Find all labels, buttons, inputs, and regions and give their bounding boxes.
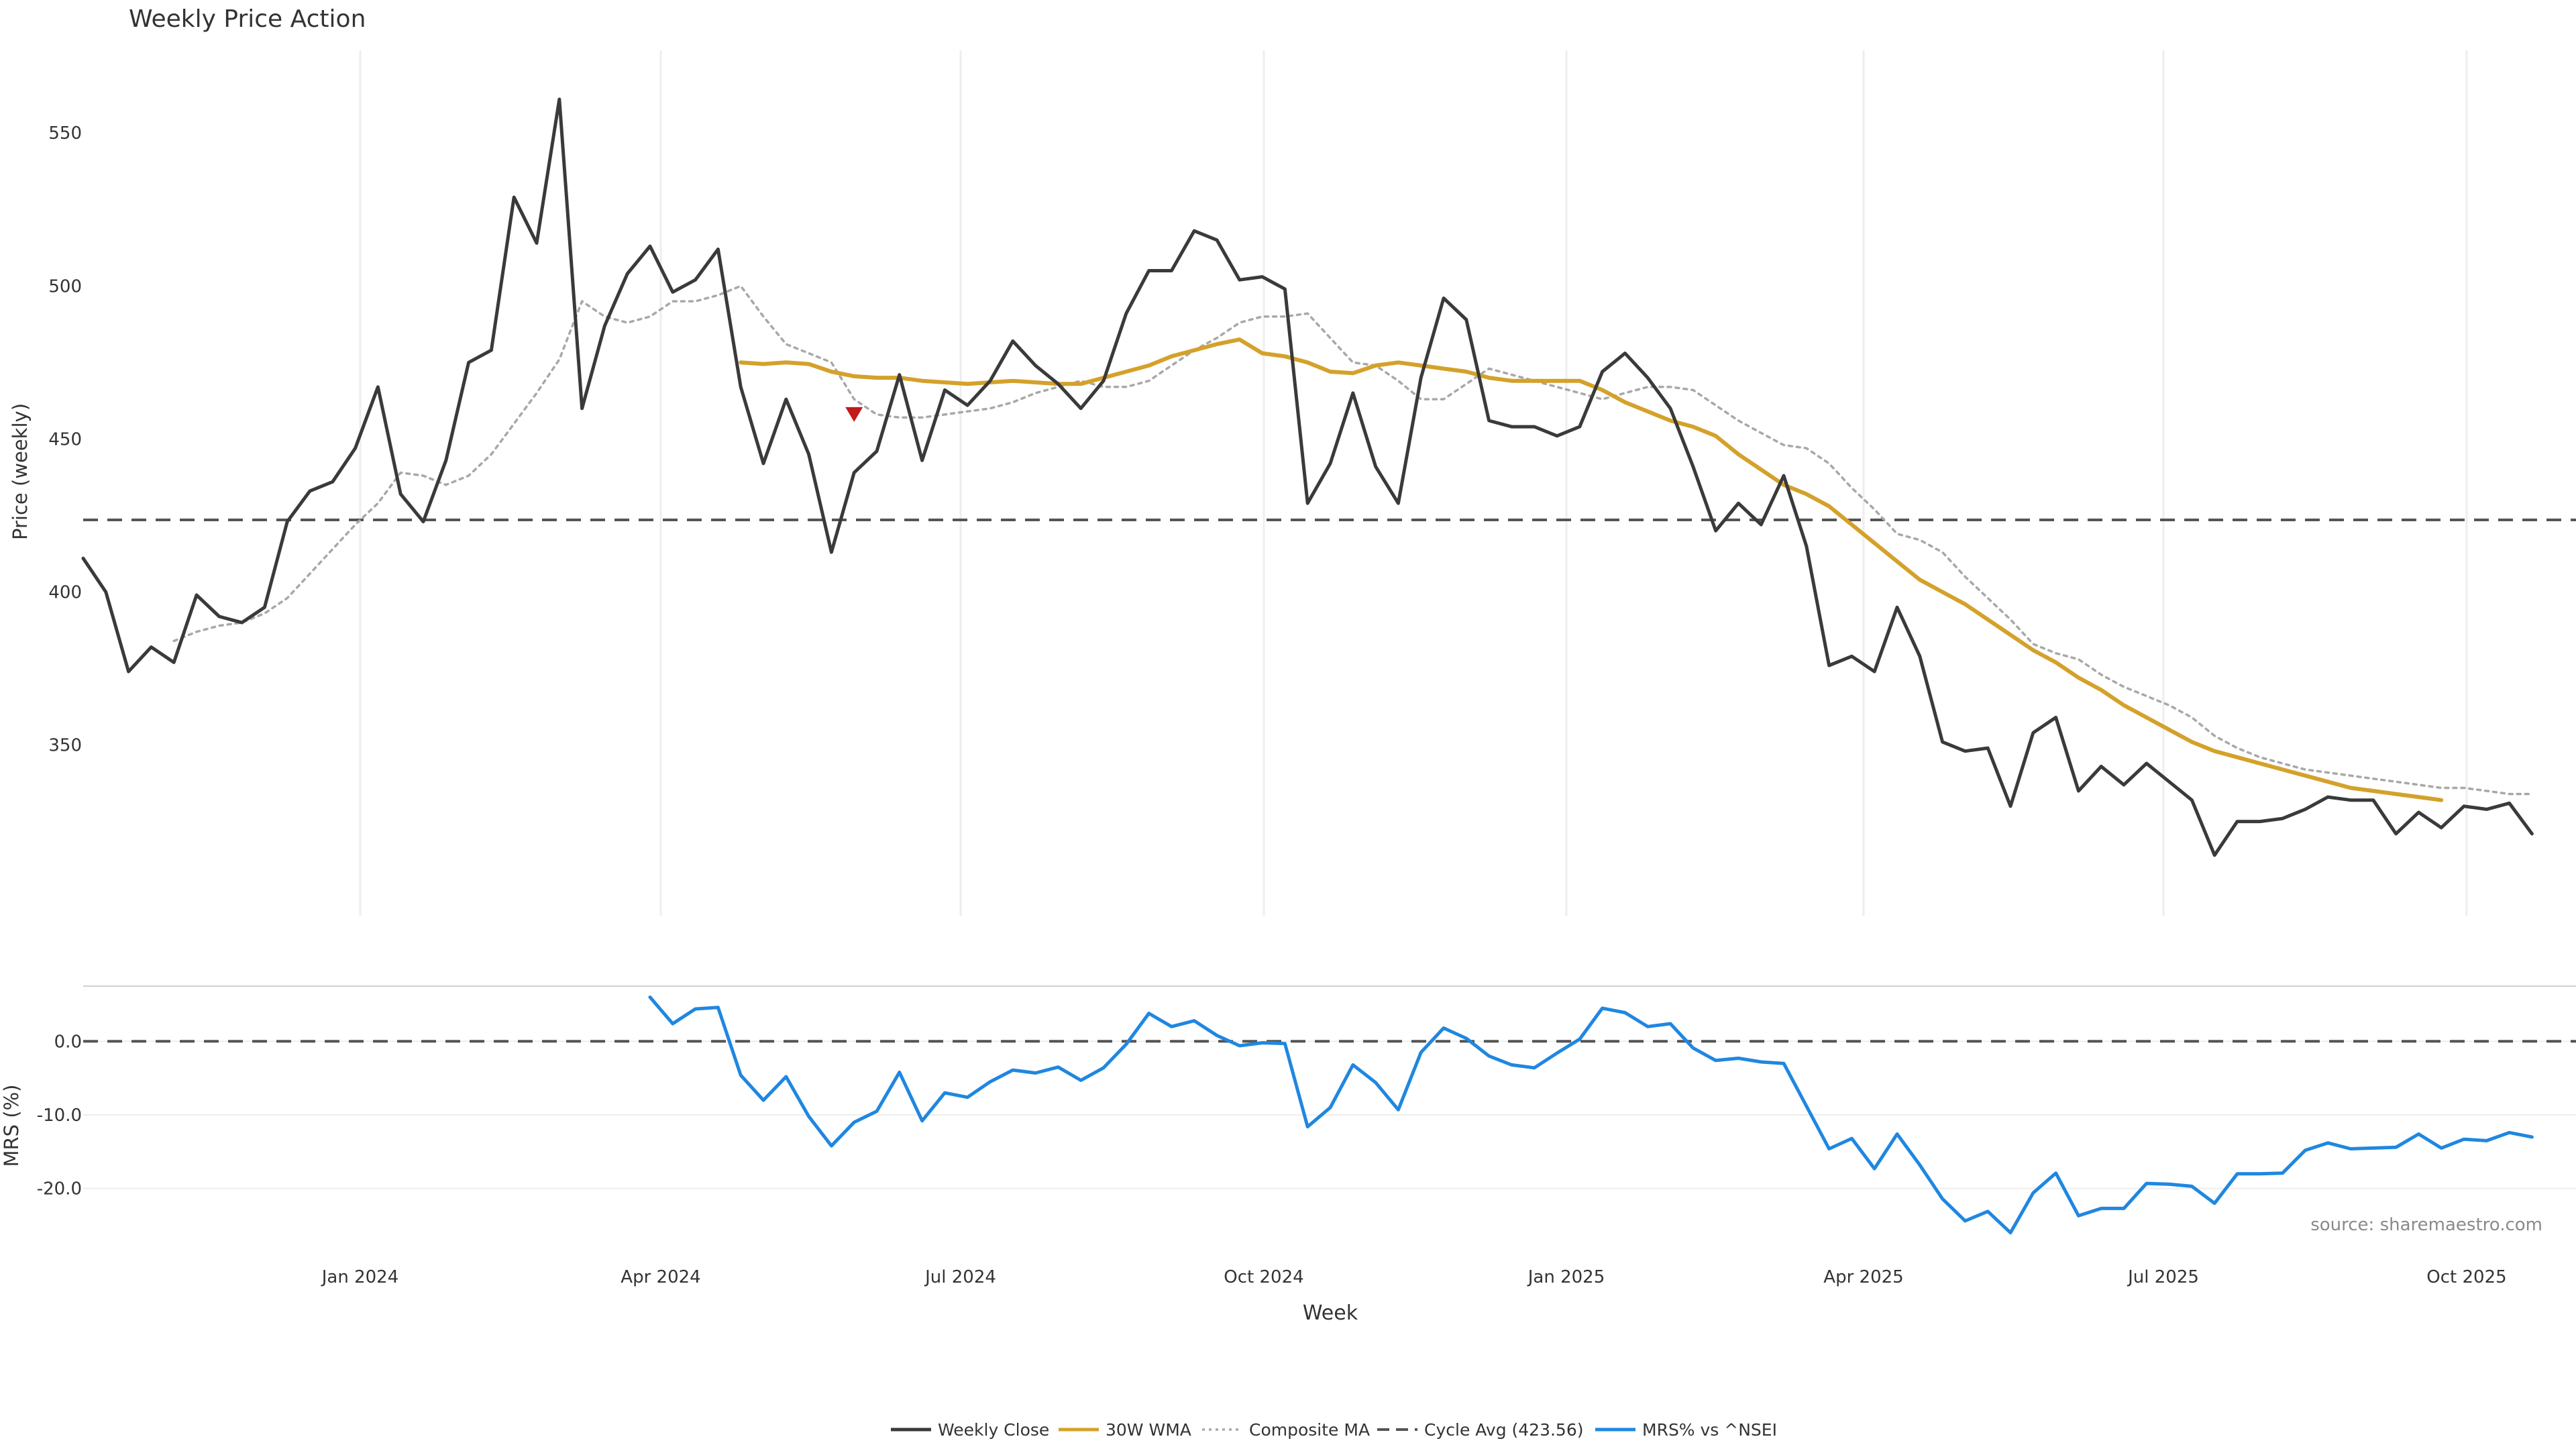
price-y-tick-label: 500 [48, 276, 82, 297]
x-axis-ticks: Jan 2024 Apr 2024 Jul 2024 Oct 2024 Jan 2025… [321, 1267, 2507, 1287]
x-tick-label: Jan 2025 [1527, 1267, 1605, 1287]
price-y-tick-label: 550 [48, 123, 82, 144]
price-y-ticks: 350 400 450 500 550 [48, 123, 82, 755]
mrs-panel: 0.0 -10.0 -20.0 MRS (%) source: sharemaest… [0, 985, 2576, 1235]
legend-label: Weekly Close [938, 1420, 1049, 1440]
x-tick-label: Jan 2024 [321, 1267, 399, 1287]
legend-label: MRS% vs ^NSEI [1642, 1420, 1777, 1440]
composite-ma-line [172, 284, 2534, 796]
x-tick-label: Jul 2025 [2127, 1267, 2199, 1287]
chart-title: Weekly Price Action [129, 5, 366, 33]
x-tick-label: Apr 2024 [621, 1267, 700, 1287]
price-panel: 350 400 450 500 550 Price (weekly) [9, 97, 2576, 857]
x-axis-label: Week [1303, 1301, 1358, 1325]
price-y-axis-label: Price (weekly) [9, 403, 32, 540]
legend: Weekly Close 30W WMA Composite MA Cycle Avg… [891, 1420, 1777, 1440]
source-note: source: sharemaestro.com [2310, 1215, 2542, 1235]
sell-signal-marker [845, 407, 863, 422]
mrs-series [648, 996, 2534, 1235]
price-y-tick-label: 450 [48, 429, 82, 449]
price-y-tick-label: 350 [48, 736, 82, 756]
price-y-tick-label: 400 [48, 582, 82, 602]
x-tick-label: Jul 2024 [924, 1267, 996, 1287]
mrs-y-tick-label: -20.0 [37, 1179, 82, 1199]
wma-30w-line [739, 337, 2444, 802]
legend-label: 30W WMA [1106, 1420, 1191, 1440]
mrs-y-tick-label: 0.0 [54, 1032, 82, 1052]
x-tick-label: Oct 2024 [1224, 1267, 1303, 1287]
x-gridlines [359, 50, 2468, 916]
x-tick-label: Oct 2025 [2426, 1267, 2506, 1287]
mrs-y-tick-label: -10.0 [37, 1106, 82, 1126]
legend-label: Composite MA [1249, 1420, 1370, 1440]
price-series [81, 97, 2534, 857]
mrs-y-axis-label: MRS (%) [0, 1085, 23, 1167]
x-tick-label: Apr 2025 [1823, 1267, 1903, 1287]
mrs-line [648, 996, 2534, 1235]
legend-label: Cycle Avg (423.56) [1424, 1420, 1584, 1440]
weekly-close-line [81, 97, 2534, 857]
mrs-y-ticks: 0.0 -10.0 -20.0 [37, 1032, 2576, 1199]
